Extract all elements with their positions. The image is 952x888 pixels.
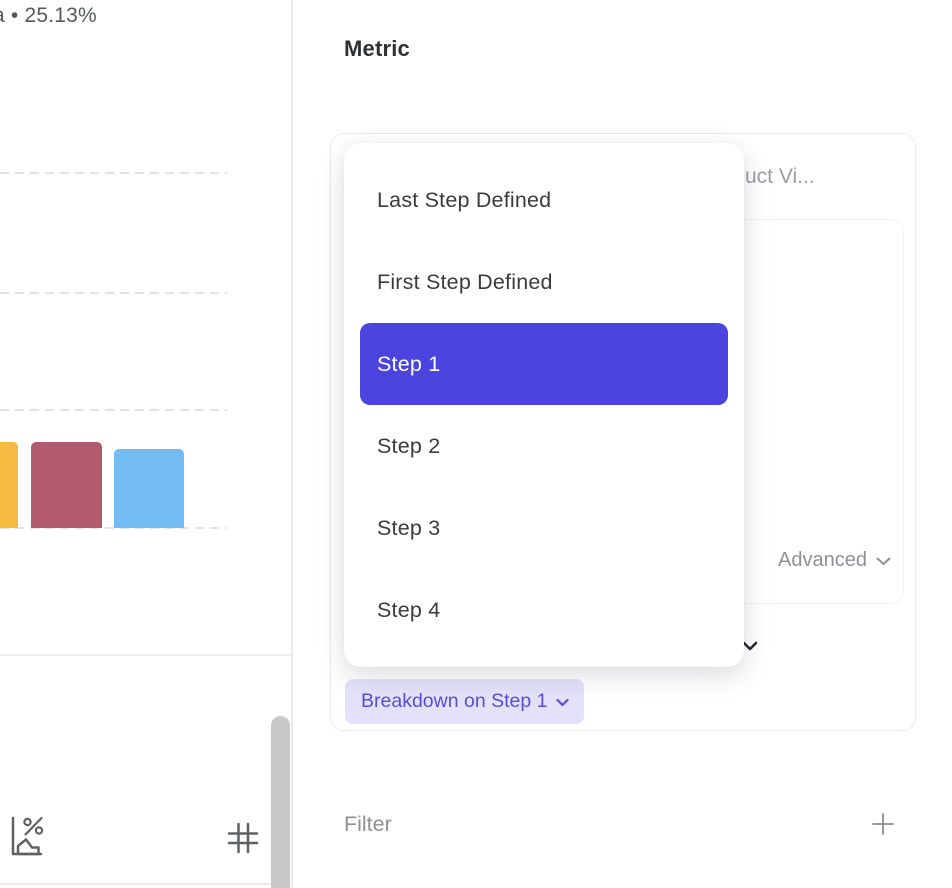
chart-bar-blue[interactable]: [114, 449, 184, 528]
chart-bar-yellow[interactable]: [0, 442, 18, 528]
dropdown-item-step-3[interactable]: Step 3: [377, 515, 441, 540]
conversion-percent-chart-icon[interactable]: [6, 815, 48, 864]
chevron-down-icon[interactable]: [742, 638, 758, 656]
advanced-label: Advanced: [778, 549, 867, 571]
filter-section: Filter: [344, 804, 896, 844]
event-name-truncated[interactable]: uct Vi...: [745, 165, 815, 188]
chart-gridline: [0, 292, 227, 294]
chevron-down-icon: [556, 690, 570, 713]
dropdown-item-first-step-defined[interactable]: First Step Defined: [377, 269, 553, 294]
breakdown-button[interactable]: Breakdown on Step 1: [345, 679, 585, 724]
breakdown-button-label: Breakdown on Step 1: [361, 690, 548, 712]
filter-label: Filter: [344, 811, 392, 836]
metric-config-panel: Metric uct Vi... Advanced Breakdown on S…: [293, 0, 952, 888]
grid-number-icon[interactable]: [226, 821, 260, 860]
chevron-down-icon: [876, 549, 891, 572]
chart-preview-panel: a • 25.13%: [0, 0, 293, 888]
breakdown-legend-fragment: a • 25.13%: [0, 4, 97, 27]
chart-gridline: [0, 172, 227, 174]
dropdown-item-step-2[interactable]: Step 2: [377, 433, 441, 458]
chart-gridline: [0, 409, 227, 411]
panel-divider: [291, 0, 293, 888]
dropdown-item-last-step-defined[interactable]: Last Step Defined: [377, 187, 552, 212]
dropdown-item-step-4[interactable]: Step 4: [377, 597, 441, 622]
chart-bar-rose[interactable]: [31, 442, 102, 528]
dropdown-item-step-1[interactable]: Step 1: [360, 323, 728, 405]
chart-gridline: [0, 527, 227, 529]
chart-card-divider: [0, 654, 293, 656]
page-title-metric: Metric: [344, 36, 410, 61]
panel-bottom-divider: [0, 883, 272, 885]
advanced-toggle[interactable]: Advanced: [778, 549, 891, 572]
scrollbar-thumb[interactable]: [271, 716, 290, 888]
step-dropdown-menu: Last Step Defined First Step Defined Ste…: [344, 143, 744, 667]
add-filter-button[interactable]: [870, 811, 896, 837]
